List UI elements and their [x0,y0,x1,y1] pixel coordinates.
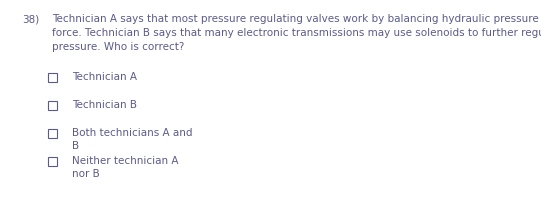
Text: nor B: nor B [72,169,100,179]
Text: Neither technician A: Neither technician A [72,156,179,166]
Text: Technician A says that most pressure regulating valves work by balancing hydraul: Technician A says that most pressure reg… [52,14,541,24]
Text: Technician B: Technician B [72,100,137,110]
Text: Technician A: Technician A [72,72,137,82]
Text: Both technicians A and: Both technicians A and [72,128,193,138]
Text: 38): 38) [22,14,39,24]
Text: pressure. Who is correct?: pressure. Who is correct? [52,42,184,52]
Text: force. Technician B says that many electronic transmissions may use solenoids to: force. Technician B says that many elect… [52,28,541,38]
Text: B: B [72,141,79,151]
